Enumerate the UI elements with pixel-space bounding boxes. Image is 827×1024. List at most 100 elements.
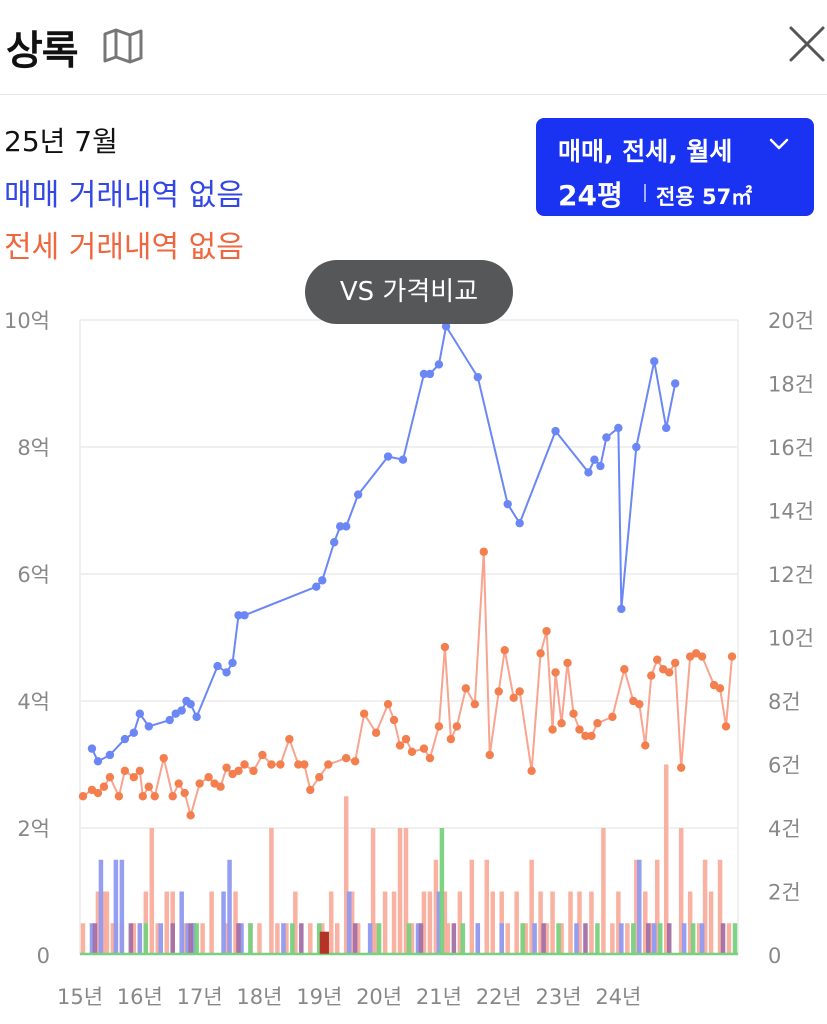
volume-bar-lease [663,764,669,955]
volume-bar-lease [514,891,519,955]
volume-bar-lease [568,891,573,955]
lease-price-point [641,741,650,750]
volume-bar-lease [403,828,409,955]
y-right-tick-label: 10건 [768,627,814,651]
sale-price-point [341,522,351,531]
volume-bar-sale [699,923,705,955]
lease-price-point [174,779,183,788]
x-tick-label: 20년 [356,985,402,1009]
lease-price-point [440,642,450,652]
volume-bar-lease [643,891,648,955]
lease-price-point [401,734,411,744]
close-icon[interactable] [785,22,827,66]
volume-bar-lease [95,891,101,955]
y-left-tick-label: 8억 [17,436,50,460]
sale-price-point [590,455,599,464]
x-tick-label: 18년 [236,985,282,1009]
lease-price-point [180,788,189,798]
trade-filter-button[interactable]: 매매, 전세, 월세 24평 전용 57㎡ [536,118,814,216]
volume-bar-monthly [460,923,466,955]
sale-price-point [617,604,626,614]
sale-price-point [434,360,444,369]
map-icon[interactable] [102,27,144,65]
vs-compare-button[interactable]: VS 가격비교 [305,260,513,324]
annotation-markers [319,931,329,954]
volume-bar-lease [589,891,594,955]
y-right-tick-label: 14건 [768,500,814,524]
volume-bar-lease [550,891,555,955]
lease-price-point [419,744,429,753]
volume-bar-monthly [657,923,663,955]
lease-status-text: 전세 거래내역 없음 [4,230,244,265]
volume-bar-lease [484,859,490,955]
y-right-tick-label: 16건 [768,436,814,460]
y-left-tick-label: 4억 [17,690,50,714]
chevron-down-icon [769,138,789,150]
sale-price-point [584,468,593,477]
sale-price-point [398,455,408,464]
volume-bar-monthly [290,923,295,955]
lease-price-point [575,725,584,734]
volume-bar-lease [110,923,116,955]
lease-price-point [267,760,276,769]
volume-bar-lease [164,891,169,955]
sale-price-point [650,357,659,366]
volume-bar-lease [708,891,714,955]
volume-bar-lease [678,828,684,955]
lease-price-point [581,731,590,741]
price-chart[interactable]: 0 2억 4억 6억 8억 10억 0 2건 4건 6건 8건 10건 12건 14건 16건 18건 20건 1… [0,290,827,1024]
lease-price-point [395,741,405,750]
lease-price-point [635,699,644,709]
lease-price-point [446,734,456,744]
lease-price-point [536,649,545,658]
chart-axes: 0 2억 4억 6억 8억 10억 0 2건 4건 6건 8건 10건 12건 14건 16건 18건 20건 1… [4,309,814,1009]
lease-price-point [234,766,243,776]
volume-bar-lease [577,891,582,955]
volume-bar-lease [726,923,732,955]
volume-bar-sale [475,923,481,955]
lease-price-point [548,725,557,734]
volume-bar-sale [499,923,504,955]
y-right-tick-label: 6건 [768,754,801,778]
y-right-tick-label: 2건 [768,881,801,905]
x-tick-label: 16년 [117,985,163,1009]
volume-bar-sale [113,859,119,955]
lease-price-point [371,728,381,737]
lease-price-point [509,693,518,703]
volume-bar-lease [538,891,543,955]
lease-price-point [563,658,572,668]
lease-price-point [670,658,680,668]
volume-bar-sale [652,923,657,955]
volume-bar-lease [233,891,238,955]
sale-price-point [602,433,611,442]
sale-price-point [336,522,345,531]
volume-bar-mixed [92,923,98,955]
lease-price-point [324,760,333,769]
volume-bar-lease [634,859,639,955]
sale-status-text: 매매 거래내역 없음 [4,178,244,213]
volume-bar-lease [101,891,107,955]
volume-bar-lease [505,923,510,955]
sale-price-point [662,423,671,433]
sale-price-point [87,744,97,753]
volume-bar-monthly [556,923,561,955]
volume-bar-monthly [732,923,738,955]
volume-bar-sale [574,923,579,955]
sale-price-point [234,611,243,620]
volume-bar-lease [457,891,463,955]
volume-bar-sale [191,923,196,955]
volume-bar-mixed [188,923,193,955]
x-tick-label: 15년 [57,985,103,1009]
lease-price-point [276,760,285,769]
volume-bar-sale [239,923,244,955]
lease-price-point [647,671,656,680]
sale-price-point [353,490,363,499]
sale-price-line [91,325,677,763]
volume-bar-sale [119,859,125,955]
lease-price-point [593,719,602,728]
volume-bar-lease [409,923,415,955]
volume-bar-sale [227,859,232,955]
lease-price-point [240,760,249,769]
sale-price-point [330,538,339,547]
lease-price-point [186,811,195,820]
